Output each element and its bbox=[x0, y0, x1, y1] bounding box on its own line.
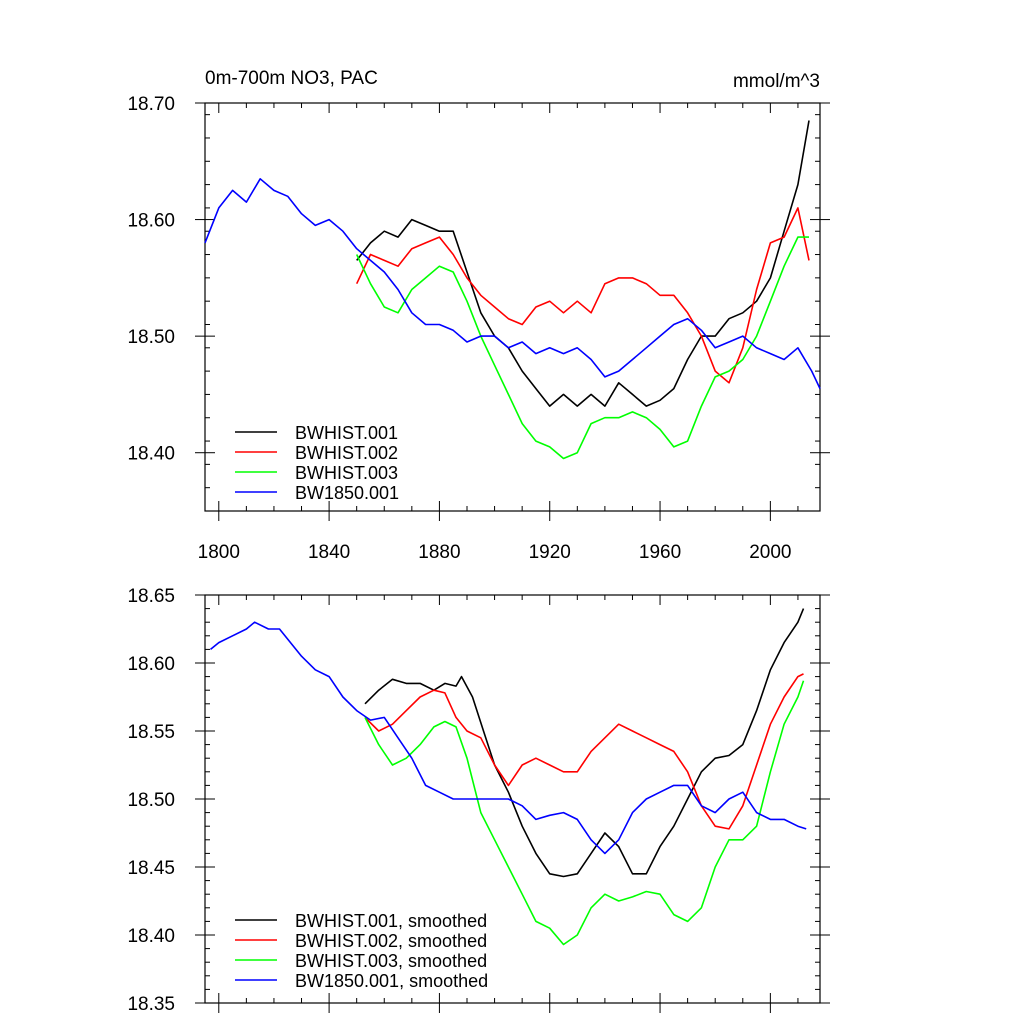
legend-label: BW1850.001 bbox=[295, 483, 399, 503]
legend-label: BWHIST.002, smoothed bbox=[295, 931, 487, 951]
legend-label: BW1850.001, smoothed bbox=[295, 971, 488, 991]
chart-title: 0m-700m NO3, PAC bbox=[205, 68, 378, 89]
y-tick-label: 18.50 bbox=[127, 327, 175, 348]
y-tick-label: 18.60 bbox=[127, 654, 175, 675]
y-tick-label: 18.40 bbox=[127, 926, 175, 947]
x-tick-label: 1840 bbox=[308, 542, 350, 563]
legend-label: BWHIST.002 bbox=[295, 443, 398, 463]
x-tick-label: 1920 bbox=[529, 542, 571, 563]
series-group-top bbox=[204, 120, 821, 460]
series-group-bottom bbox=[209, 608, 807, 946]
series-line-3 bbox=[355, 236, 809, 460]
y-tick-label: 18.60 bbox=[127, 211, 175, 232]
legend-label: BWHIST.003 bbox=[295, 463, 398, 483]
x-tick-label: 1800 bbox=[198, 542, 240, 563]
y-tick-label: 18.35 bbox=[127, 994, 175, 1015]
units-label: mmol/m^3 bbox=[733, 71, 820, 92]
y-tick-label: 18.45 bbox=[127, 858, 175, 879]
x-tick-label: 1960 bbox=[639, 542, 681, 563]
legend-label: BWHIST.001, smoothed bbox=[295, 911, 487, 931]
axis-labels-bottom: 18.35 18.40 18.45 18.50 18.55 18.60 18.65 bbox=[127, 586, 175, 1015]
series-line-2 bbox=[355, 207, 810, 384]
plot-frame-top bbox=[204, 102, 821, 512]
bottom-panel: 18.35 18.40 18.45 18.50 18.55 18.60 18.65 BWHI… bbox=[127, 586, 830, 1015]
legend-label: BWHIST.003, smoothed bbox=[295, 951, 487, 971]
axis-ticks-top bbox=[195, 102, 830, 521]
series-line-1 bbox=[356, 120, 810, 407]
axis-labels-top: 1800 1840 1880 1920 1960 2000 18.40 18.50 18.60 1… bbox=[127, 94, 791, 563]
top-panel: 0m-700m NO3, PAC mmol/m^3 1800 1840 1880 19… bbox=[127, 68, 830, 563]
y-tick-label: 18.70 bbox=[127, 94, 175, 115]
series-line-1 bbox=[364, 608, 805, 878]
series-line-2 bbox=[364, 673, 804, 830]
y-tick-label: 18.50 bbox=[127, 790, 175, 811]
y-tick-label: 18.40 bbox=[127, 444, 175, 465]
legend-label: BWHIST.001 bbox=[295, 423, 398, 443]
y-tick-label: 18.65 bbox=[127, 586, 175, 607]
series-line-4 bbox=[209, 621, 807, 855]
series-line-3 bbox=[364, 680, 805, 946]
x-tick-label: 1880 bbox=[418, 542, 460, 563]
x-tick-label: 2000 bbox=[749, 542, 791, 563]
axis-ticks-bottom bbox=[195, 594, 830, 1013]
series-line-4 bbox=[204, 178, 821, 389]
y-tick-label: 18.55 bbox=[127, 722, 175, 743]
